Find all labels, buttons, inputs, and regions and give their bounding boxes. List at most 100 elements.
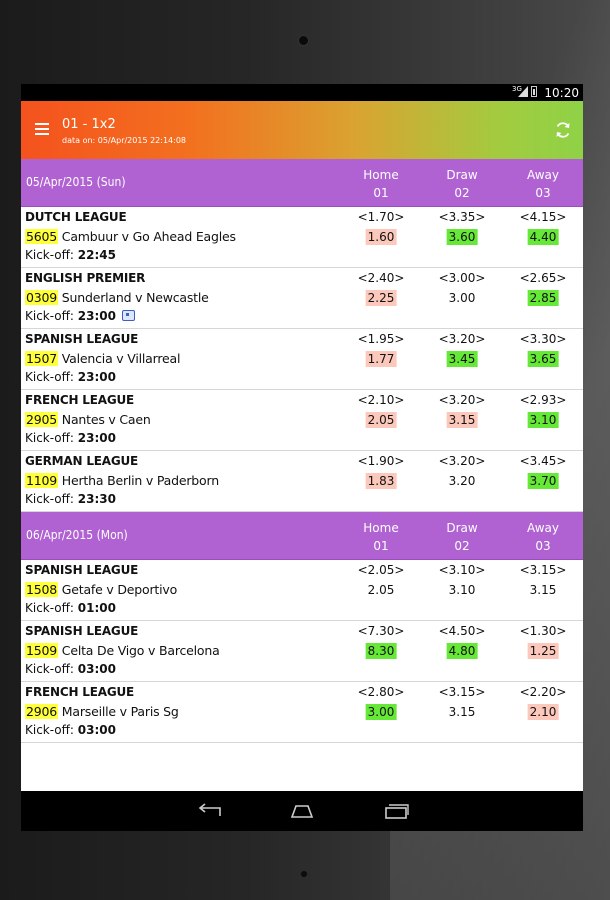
match-teams: 5605 Cambuur v Go Ahead Eagles [25,229,236,244]
match-teams: 1507 Valencia v Villarreal [25,351,180,366]
match-code: 2906 [25,704,59,719]
kick-off: Kick-off: 23:30 [25,492,116,506]
column-code: 02 [454,539,470,553]
column-code: 03 [535,186,551,200]
current-odds: 2.85 [527,290,559,306]
kick-off: Kick-off: 23:00 [25,370,116,384]
current-odds: 4.40 [527,229,559,245]
current-odds: 3.15 [446,412,478,428]
front-camera [298,35,309,46]
date-header: 05/Apr/2015 (Sun) Home 01 Draw 02 Away 0… [21,159,583,207]
kick-off: Kick-off: 03:00 [25,723,116,737]
kick-off-time: 03:00 [77,662,116,676]
league-name: DUTCH LEAGUE [25,210,127,224]
kick-off-label: Kick-off: [25,431,74,445]
opening-odds: <4.50> [438,624,486,638]
match-code: 2905 [25,412,59,427]
kick-off-time: 23:30 [77,492,116,506]
league-name: FRENCH LEAGUE [25,393,135,407]
match-teams: 0309 Sunderland v Newcastle [25,290,209,305]
column-header: Away 03 [513,519,573,555]
match-code: 1508 [25,582,59,597]
current-odds: 3.10 [527,412,559,428]
league-name: SPANISH LEAGUE [25,332,139,346]
match-list: 05/Apr/2015 (Sun) Home 01 Draw 02 Away 0… [21,159,583,791]
match-row[interactable]: SPANISH LEAGUE 1509 Celta De Vigo v Barc… [21,621,583,682]
match-row[interactable]: SPANISH LEAGUE 1508 Getafe v Deportivo K… [21,560,583,621]
status-icons: 3G [512,85,537,97]
opening-odds: <1.30> [519,624,567,638]
kick-off-time: 22:45 [77,248,116,262]
column-code: 01 [373,186,389,200]
light-sensor [300,870,308,878]
match-code: 1109 [25,473,59,488]
match-code: 1509 [25,643,59,658]
current-odds: 2.05 [367,583,395,597]
column-label: Home [363,521,399,535]
match-row[interactable]: DUTCH LEAGUE 5605 Cambuur v Go Ahead Eag… [21,207,583,268]
opening-odds: <3.10> [438,563,486,577]
opening-odds: <3.15> [438,685,486,699]
team-names: Celta De Vigo v Barcelona [61,643,220,658]
recent-apps-icon[interactable] [384,803,410,823]
team-names: Getafe v Deportivo [61,582,178,597]
match-row[interactable]: SPANISH LEAGUE 1507 Valencia v Villarrea… [21,329,583,390]
app-title: 01 - 1x2 [62,117,116,132]
refresh-icon[interactable] [553,120,573,140]
column-label: Away [527,521,559,535]
column-header: Home 01 [351,519,411,555]
kick-off-time: 01:00 [77,601,116,615]
home-icon[interactable] [288,803,316,823]
current-odds: 3.20 [448,474,476,488]
opening-odds: <3.20> [438,332,486,346]
column-label: Draw [446,521,478,535]
column-label: Home [363,168,399,182]
team-names: Hertha Berlin v Paderborn [61,473,219,488]
current-odds: 3.00 [448,291,476,305]
opening-odds: <3.35> [438,210,486,224]
match-row[interactable]: FRENCH LEAGUE 2905 Nantes v Caen Kick-of… [21,390,583,451]
kick-off-time: 03:00 [77,723,116,737]
current-odds: 3.45 [446,351,478,367]
match-row[interactable]: ENGLISH PREMIER 0309 Sunderland v Newcas… [21,268,583,329]
opening-odds: <2.40> [357,271,405,285]
team-names: Sunderland v Newcastle [61,290,209,305]
kick-off: Kick-off: 01:00 [25,601,116,615]
match-teams: 2906 Marseille v Paris Sg [25,704,179,719]
opening-odds: <1.95> [357,332,405,346]
opening-odds: <1.90> [357,454,405,468]
match-code: 5605 [25,229,59,244]
tv-broadcast-icon [122,310,135,321]
current-odds: 3.15 [448,705,476,719]
battery-icon [531,86,537,97]
device-screen: 3G 10:20 01 - 1x2 data on: 05/Apr/2015 2… [21,84,583,831]
match-teams: 1508 Getafe v Deportivo [25,582,177,597]
opening-odds: <2.20> [519,685,567,699]
match-row[interactable]: GERMAN LEAGUE 1109 Hertha Berlin v Pader… [21,451,583,512]
kick-off-time: 23:00 [77,309,116,323]
current-odds: 2.25 [365,290,397,306]
kick-off-time: 23:00 [77,431,116,445]
kick-off-label: Kick-off: [25,248,74,262]
current-odds: 8.30 [365,643,397,659]
kick-off-label: Kick-off: [25,601,74,615]
column-header: Draw 02 [432,519,492,555]
match-row[interactable]: FRENCH LEAGUE 2906 Marseille v Paris Sg … [21,682,583,743]
kick-off: Kick-off: 03:00 [25,662,116,676]
back-icon[interactable] [196,803,222,823]
kick-off: Kick-off: 23:00 [25,431,116,445]
match-teams: 2905 Nantes v Caen [25,412,151,427]
opening-odds: <3.20> [438,393,486,407]
current-odds: 3.65 [527,351,559,367]
current-odds: 4.80 [446,643,478,659]
current-odds: 1.77 [365,351,397,367]
column-label: Away [527,168,559,182]
kick-off-label: Kick-off: [25,492,74,506]
status-time: 10:20 [544,86,579,100]
team-names: Nantes v Caen [61,412,151,427]
hamburger-menu-icon[interactable] [35,123,49,135]
app-bar: 01 - 1x2 data on: 05/Apr/2015 22:14:08 [21,101,583,159]
match-teams: 1509 Celta De Vigo v Barcelona [25,643,220,658]
kick-off-time: 23:00 [77,370,116,384]
kick-off-label: Kick-off: [25,370,74,384]
